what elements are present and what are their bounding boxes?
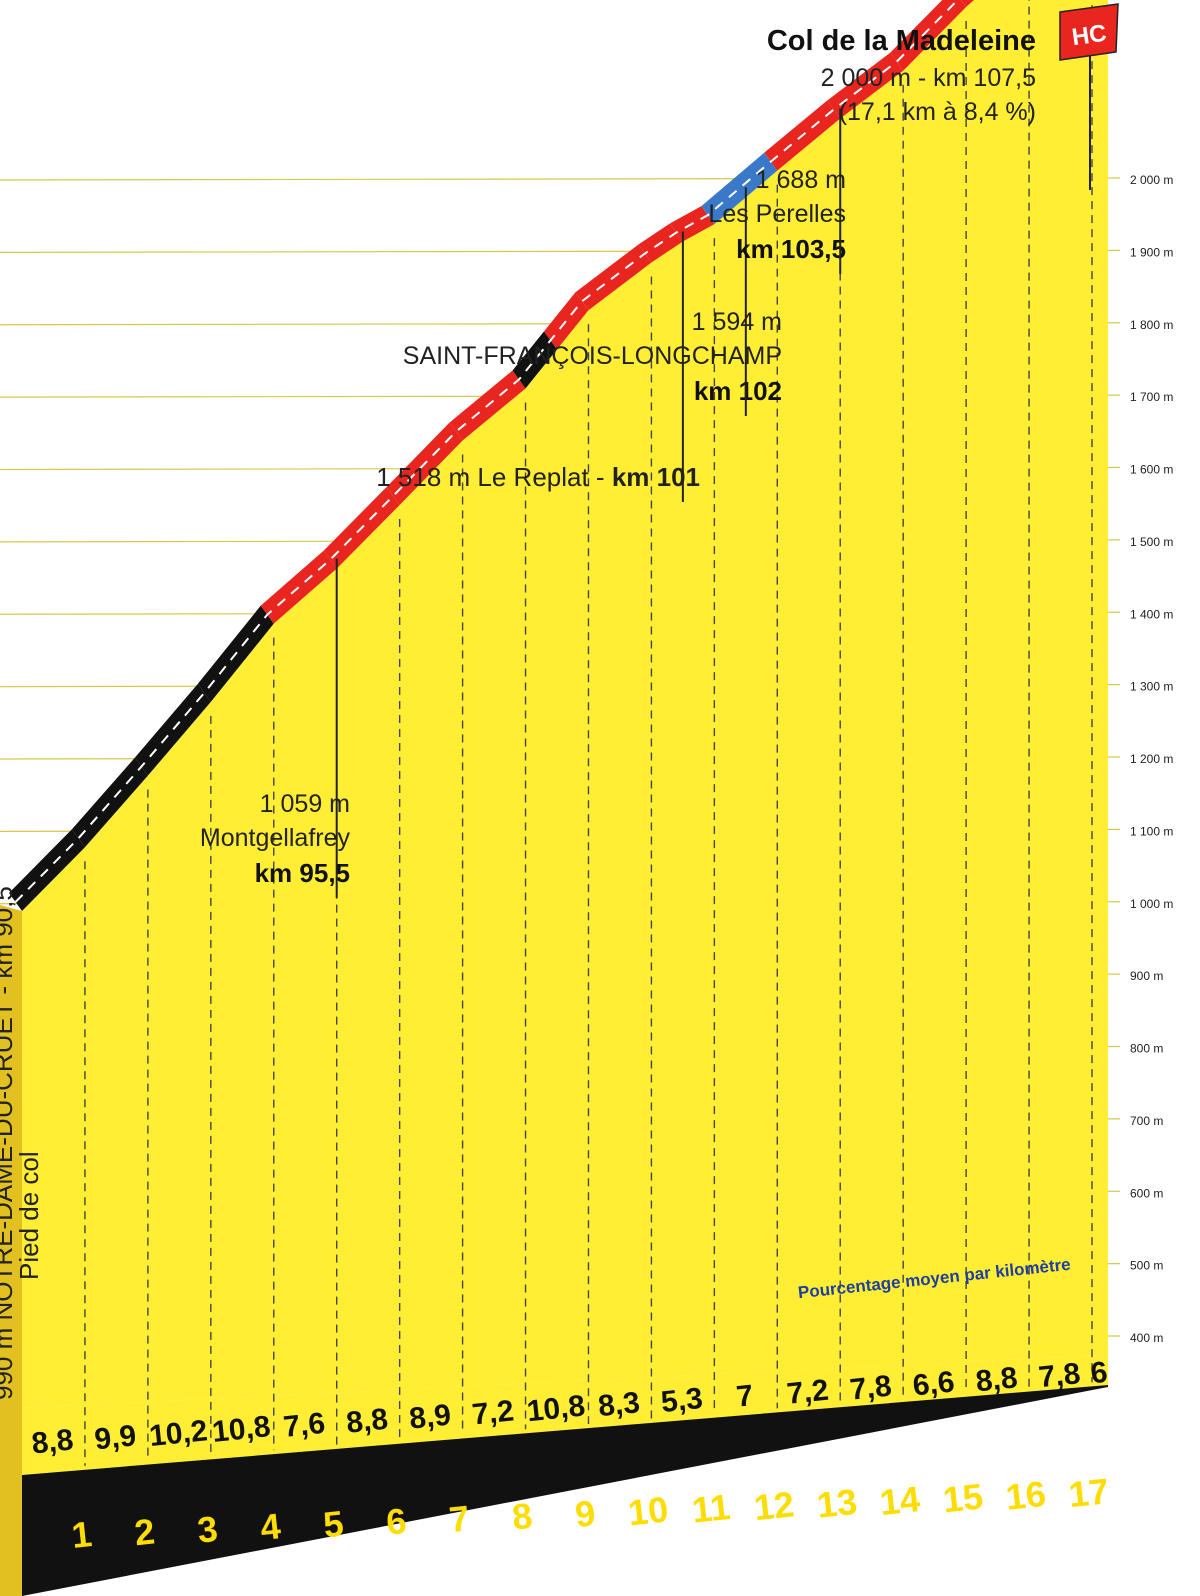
annotation-inline: 1 518 m Le Replat - km 101 <box>376 462 700 492</box>
profile-area <box>0 0 1108 1596</box>
y-tick-label: 1 300 m <box>1130 680 1173 694</box>
annotation-name: Les Perelles <box>708 200 846 228</box>
foot-of-climb-label: Pied de col <box>14 1151 44 1280</box>
y-tick-label: 700 m <box>1130 1114 1163 1128</box>
y-tick-label: 500 m <box>1130 1259 1163 1273</box>
km-marker-label: 10 <box>626 1489 670 1534</box>
y-tick-label: 600 m <box>1130 1186 1163 1200</box>
km-marker-label: 1 <box>70 1513 94 1556</box>
y-tick-label: 2 000 m <box>1130 173 1173 187</box>
annotation-km: km 102 <box>694 376 782 406</box>
km-markers: 1 2 3 4 5 6 7 8 9 10 11 12 13 14 15 16 17 <box>70 1470 1111 1556</box>
gradient-value-label: 8,8 <box>345 1403 390 1440</box>
category-badge: HC <box>1070 20 1108 52</box>
annotation-altitude: 1 594 m <box>692 308 782 336</box>
road-segment <box>890 0 967 71</box>
annotation-km: km 103,5 <box>736 234 846 264</box>
annotation-inline-name: 1 518 m Le Replat - <box>376 462 612 492</box>
gradient-value-label: 7,2 <box>471 1394 516 1431</box>
road-segment <box>512 331 557 389</box>
road-centre-line <box>14 0 960 903</box>
annotation-name: SAINT-FRANÇOIS-LONGCHAMP <box>403 342 782 370</box>
gradient-value-label: 6,6 <box>911 1365 956 1402</box>
road-segment <box>544 292 589 350</box>
gradient-band <box>22 1355 1108 1475</box>
km-dividers <box>84 0 1093 1466</box>
km-marker-label: 6 <box>384 1500 408 1543</box>
gradient-value-label: 8,8 <box>30 1423 75 1460</box>
gradient-value-label: 6 <box>1089 1356 1109 1391</box>
gradient-value-label: 5,3 <box>659 1382 704 1419</box>
y-tick-label: 1 800 m <box>1130 318 1173 332</box>
km-marker-label: 2 <box>132 1510 156 1553</box>
km-marker-label: 17 <box>1067 1470 1111 1515</box>
km-marker-label: 15 <box>941 1475 985 1520</box>
km-marker-label: 7 <box>447 1497 471 1540</box>
base-band <box>0 1355 1108 1596</box>
km-marker-label: 11 <box>690 1486 732 1531</box>
band-side-face <box>0 1473 22 1596</box>
km-marker-label: 3 <box>195 1508 219 1551</box>
km-marker-label: 8 <box>510 1495 534 1538</box>
gradient-value-label: 8,3 <box>596 1386 641 1423</box>
gradient-value-label: 9,9 <box>93 1419 138 1456</box>
km-marker-label: 14 <box>878 1478 922 1523</box>
y-tick-label: 400 m <box>1130 1331 1163 1345</box>
y-tick-label: 800 m <box>1130 1042 1163 1056</box>
gradient-value-label: 8,9 <box>408 1399 453 1436</box>
km-marker-label: 5 <box>321 1503 345 1546</box>
annotation-km: km 95,5 <box>255 858 350 888</box>
y-tick-label: 1 400 m <box>1130 607 1173 621</box>
gradient-value-label: 8,8 <box>974 1361 1019 1398</box>
category-flag: HC <box>1059 3 1119 190</box>
y-tick-label: 1 100 m <box>1130 824 1173 838</box>
flag-shape <box>1059 3 1119 61</box>
y-axis-ticks: 2 000 m 1 900 m 1 800 m 1 700 m 1 600 m 1 500… <box>1130 173 1173 1345</box>
km-marker-label: 9 <box>573 1492 597 1535</box>
y-tick-label: 900 m <box>1130 969 1163 983</box>
profile-side-face <box>0 904 22 1596</box>
road-segment <box>701 152 778 225</box>
road-segment <box>827 52 904 119</box>
climb-stats: (17,1 km à 8,4 %) <box>839 98 1036 126</box>
annotation-name: Montgellafrey <box>200 824 351 852</box>
climb-title: Col de la Madeleine <box>767 25 1036 57</box>
road-segment <box>961 0 974 8</box>
y-tick-label: 1 000 m <box>1130 897 1173 911</box>
km-band <box>22 1385 1108 1596</box>
gradient-value-label: 10,8 <box>525 1389 587 1428</box>
road-segment <box>260 550 337 624</box>
profile-fill <box>22 0 1108 1408</box>
gradient-value-label: 7 <box>735 1379 755 1414</box>
gradient-value-label: 10,2 <box>148 1414 210 1453</box>
y-tick-label: 1 600 m <box>1130 463 1173 477</box>
gradient-value-label: 7,8 <box>1037 1357 1082 1394</box>
annotation-altitude: 1 059 m <box>260 790 350 818</box>
road-line <box>9 0 974 911</box>
km-marker-label: 16 <box>1004 1473 1048 1518</box>
y-tick-label: 1 500 m <box>1130 535 1173 549</box>
gradient-labels: 8,8 9,9 10,2 10,8 7,6 8,8 8,9 7,2 10,8 8,3 5,3 7 7,2… <box>30 1356 1109 1461</box>
km-marker-label: 4 <box>258 1505 282 1548</box>
annotations: 1 059 m Montgellafrey km 95,5 1 518 m Le Re… <box>200 108 846 898</box>
km-marker-label: 12 <box>752 1483 796 1528</box>
gradient-value-label: 7,8 <box>848 1370 893 1407</box>
y-tick-label: 1 200 m <box>1130 752 1173 766</box>
start-point-label: 990 m NOTRE-DAME-DU-CRUET - km 90,5 <box>0 886 18 1400</box>
y-tick-label: 1 900 m <box>1130 245 1173 259</box>
summit-line: 2 000 m - km 107,5 <box>821 64 1036 92</box>
gradient-value-label: 10,8 <box>211 1410 273 1449</box>
km-marker-label: 13 <box>815 1481 859 1526</box>
y-tick-label: 1 700 m <box>1130 390 1173 404</box>
annotation-km: km 101 <box>612 462 700 492</box>
gradient-value-label: 7,6 <box>282 1407 327 1444</box>
annotation-altitude: 1 688 m <box>756 166 846 194</box>
gradient-value-label: 7,2 <box>785 1374 830 1411</box>
